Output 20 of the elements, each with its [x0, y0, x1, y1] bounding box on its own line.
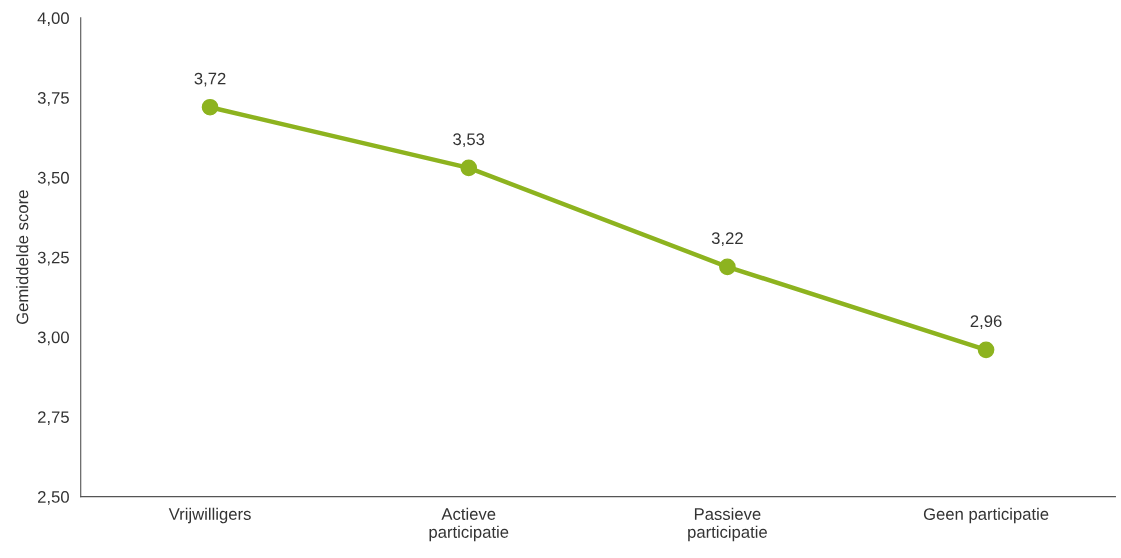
x-tick-label: Actieve participatie: [429, 507, 509, 542]
point: [719, 258, 736, 276]
x-tick-label: Vrijwilligers: [168, 507, 251, 524]
y-tick-label: 3,75: [37, 92, 69, 106]
y-axis-title: Gemiddelde score: [16, 190, 29, 325]
point: [460, 159, 478, 177]
y-tick-label: 3,50: [37, 171, 69, 186]
point: [201, 98, 219, 116]
y-tick-label: 2,75: [38, 411, 69, 425]
y-tick-label: 4,00: [37, 12, 69, 27]
x-tick-label: Passieve participatie: [688, 507, 767, 542]
y-tick-label: 3,00: [37, 331, 69, 346]
y-tick-label: 2,50: [38, 491, 69, 505]
data-label: 3,72: [194, 72, 226, 87]
point: [977, 341, 995, 359]
y-tick-label: 3,25: [37, 251, 69, 266]
data-label: 3,53: [453, 133, 485, 148]
data-label: 3,22: [711, 232, 743, 247]
data-label: 2,96: [970, 315, 1002, 330]
x-tick-label: Geen participatie: [923, 507, 1049, 524]
